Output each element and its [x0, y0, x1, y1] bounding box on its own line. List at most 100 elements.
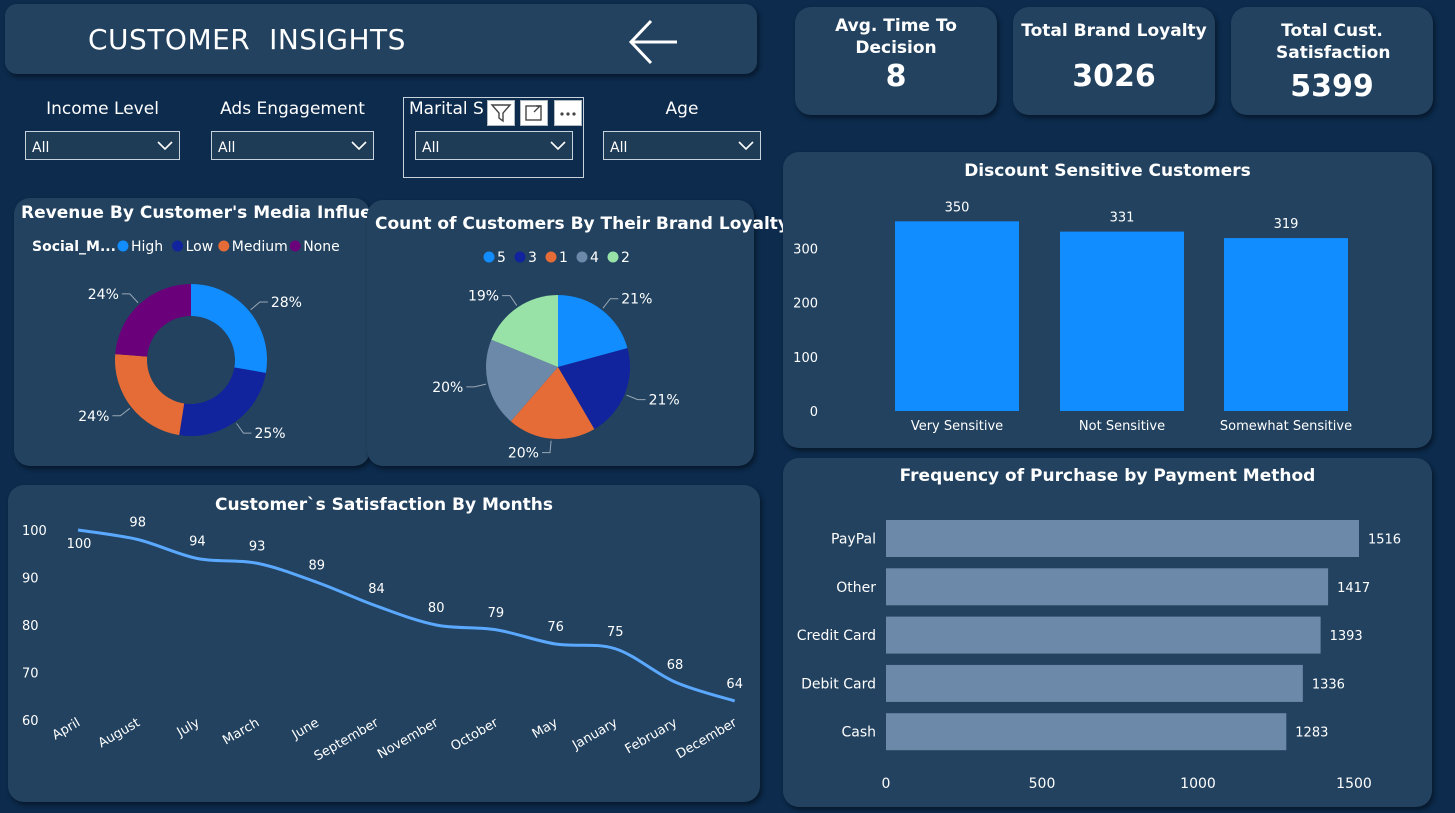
bar[interactable]	[886, 616, 1321, 654]
pie-slice-5[interactable]	[558, 295, 628, 367]
legend-item[interactable]: 3	[528, 250, 537, 266]
data-label: 331	[1110, 211, 1135, 226]
data-label: 350	[945, 200, 970, 215]
y-tick-label: Other	[836, 580, 876, 596]
x-tick-label: Very Sensitive	[911, 419, 1003, 434]
satisfaction-line-card: Customer`s Satisfaction By Months 60 70 80…	[8, 485, 760, 802]
leader-line	[236, 423, 252, 434]
back-arrow-icon[interactable]	[623, 16, 683, 68]
bar[interactable]	[886, 568, 1329, 606]
legend-item[interactable]: Low	[186, 239, 214, 255]
bar[interactable]	[886, 713, 1287, 751]
ads-engagement-dropdown[interactable]: All	[211, 131, 374, 160]
y-tick-label: 300	[793, 242, 818, 257]
legend-item[interactable]: 4	[590, 250, 599, 266]
y-tick-label: 80	[22, 619, 39, 634]
kpi-label: Total Cust. Satisfaction	[1276, 21, 1391, 63]
legend-item[interactable]: 1	[559, 250, 568, 266]
legend-marker	[483, 251, 495, 263]
filter-icon[interactable]	[487, 100, 515, 126]
discount-sensitive-card: Discount Sensitive Customers 0 100 200 300 3…	[783, 152, 1432, 448]
data-label: 319	[1274, 217, 1299, 232]
kpi-value: 8	[885, 59, 907, 94]
legend-item[interactable]: None	[303, 239, 340, 255]
x-tick-label: April	[50, 715, 83, 743]
legend-title: Social_M...	[32, 239, 116, 255]
satisfaction-line-chart: 60 70 80 90 100 100 April 98 August 94 July 93 March…	[22, 516, 743, 765]
marital-status-dropdown[interactable]: All	[415, 131, 573, 160]
chevron-down-icon	[550, 141, 566, 151]
data-label: 94	[189, 535, 206, 550]
slicer-label-ads: Ads Engagement	[220, 99, 365, 119]
legend-marker	[218, 240, 230, 252]
pie-slice-4[interactable]	[486, 339, 558, 422]
donut-slice-none[interactable]	[115, 284, 191, 357]
data-label: 89	[309, 558, 326, 573]
age-dropdown[interactable]: All	[603, 131, 761, 160]
x-tick-label: 500	[1029, 776, 1056, 792]
chart-title: Frequency of Purchase by Payment Method	[899, 466, 1316, 486]
bar[interactable]	[886, 520, 1359, 557]
leader-line	[502, 295, 518, 306]
payment-method-card: Frequency of Purchase by Payment Method …	[783, 458, 1432, 807]
bar[interactable]	[895, 221, 1019, 411]
legend-marker	[514, 251, 526, 263]
legend-marker	[117, 240, 129, 252]
legend-item[interactable]: High	[131, 239, 163, 255]
x-tick-label: December	[674, 715, 740, 762]
chart-title: Discount Sensitive Customers	[964, 161, 1251, 181]
dropdown-value: All	[218, 140, 236, 156]
leader-line	[626, 394, 646, 401]
pie-slice-3[interactable]	[558, 348, 630, 430]
bar[interactable]	[886, 664, 1303, 702]
data-label: 1283	[1295, 726, 1328, 741]
legend-item[interactable]: 5	[497, 250, 506, 266]
data-label: 1393	[1330, 629, 1363, 644]
more-options-icon[interactable]	[554, 100, 582, 126]
legend-marker	[545, 251, 557, 263]
chart-title: Revenue By Customer's Media Influence	[21, 203, 406, 223]
focus-mode-icon[interactable]	[520, 100, 548, 126]
income-level-dropdown[interactable]: All	[25, 131, 180, 160]
kpi-card-cust-satisfaction: Total Cust. Satisfaction 5399	[1231, 7, 1433, 115]
legend-item[interactable]: 2	[621, 250, 630, 266]
y-tick-label: 90	[22, 572, 39, 587]
dropdown-value: All	[610, 140, 628, 156]
x-tick-label: July	[174, 715, 203, 740]
discount-bar-chart: 0 100 200 300 350 Very Sensitive 331 Not Sensit…	[793, 200, 1352, 434]
data-label: 1417	[1337, 581, 1370, 596]
legend-marker	[576, 251, 588, 263]
legend-marker	[289, 240, 301, 252]
y-tick-label: 70	[22, 667, 39, 682]
slice-label: 24%	[78, 409, 109, 425]
slice-label: 28%	[271, 295, 302, 311]
chevron-down-icon	[351, 141, 367, 151]
donut-slice-low[interactable]	[179, 367, 266, 436]
data-label: 93	[249, 539, 266, 554]
donut-slice-medium[interactable]	[114, 354, 185, 436]
bar[interactable]	[1224, 238, 1348, 411]
satisfaction-line[interactable]	[77, 528, 736, 703]
chevron-down-icon	[738, 141, 754, 151]
slice-label: 24%	[88, 287, 119, 303]
legend-item[interactable]: Medium	[232, 239, 288, 255]
marital-slicer-frame	[403, 97, 584, 178]
bar[interactable]	[1060, 231, 1184, 411]
data-label: 80	[428, 601, 445, 616]
pie-slice-2[interactable]	[491, 295, 558, 367]
y-tick-label: PayPal	[831, 532, 876, 548]
slicer-label-marital: Marital S	[409, 99, 484, 119]
x-tick-label: Somewhat Sensitive	[1220, 419, 1352, 434]
leader-line	[112, 407, 131, 417]
legend-marker	[172, 240, 184, 252]
x-tick-label: Not Sensitive	[1079, 419, 1165, 434]
x-tick-label: 1000	[1180, 776, 1216, 792]
donut-slice-high[interactable]	[191, 284, 267, 373]
slice-label: 19%	[468, 289, 499, 305]
data-label: 64	[726, 677, 743, 692]
kpi-value: 3026	[1072, 59, 1156, 94]
x-tick-label: November	[375, 715, 442, 762]
brand-loyalty-card: Count of Customers By Their Brand Loyalt…	[367, 200, 789, 466]
donut-chart: Social_M... High Low Medium None 28% 25% 24% 24%	[32, 239, 340, 442]
pie-slice-1[interactable]	[510, 367, 595, 439]
